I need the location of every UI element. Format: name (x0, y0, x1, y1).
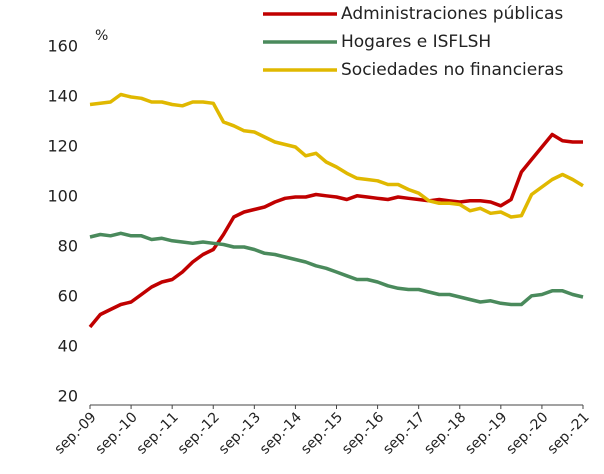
x-tick-label: sep.-15 (298, 409, 346, 457)
y-tick-label: 40 (58, 337, 78, 356)
x-tick-label: sep.-17 (380, 409, 428, 457)
y-tick-label: 60 (58, 287, 78, 306)
x-tick-label: sep.-09 (51, 409, 99, 457)
series-line (89, 231, 584, 307)
x-tick-label: sep.-10 (93, 409, 141, 457)
series-line (89, 92, 584, 219)
legend-label: Sociedades no financieras (341, 60, 564, 80)
x-tick-label: sep.-18 (421, 409, 469, 457)
series-line (88, 132, 583, 329)
y-tick-label: 100 (47, 187, 78, 206)
x-tick-label: sep.-19 (462, 409, 510, 457)
legend-label: Administraciones públicas (341, 4, 563, 24)
y-tick-label: 20 (58, 387, 78, 406)
legend-label: Hogares e ISFLSH (341, 32, 491, 52)
x-tick-label: sep.-21 (544, 409, 592, 457)
x-tick-label: sep.-11 (134, 409, 182, 457)
x-tick-label: sep.-16 (339, 409, 387, 457)
y-tick-label: 120 (47, 137, 78, 156)
y-tick-label: 160 (47, 37, 78, 56)
y-tick-label: 140 (47, 87, 78, 106)
y-unit: % (95, 28, 108, 44)
y-tick-label: 80 (58, 237, 78, 256)
x-tick-label: sep.-13 (216, 409, 264, 457)
x-tick-label: sep.-20 (503, 409, 551, 457)
x-tick-label: sep.-14 (257, 409, 305, 457)
x-tick-label: sep.-12 (175, 409, 223, 457)
